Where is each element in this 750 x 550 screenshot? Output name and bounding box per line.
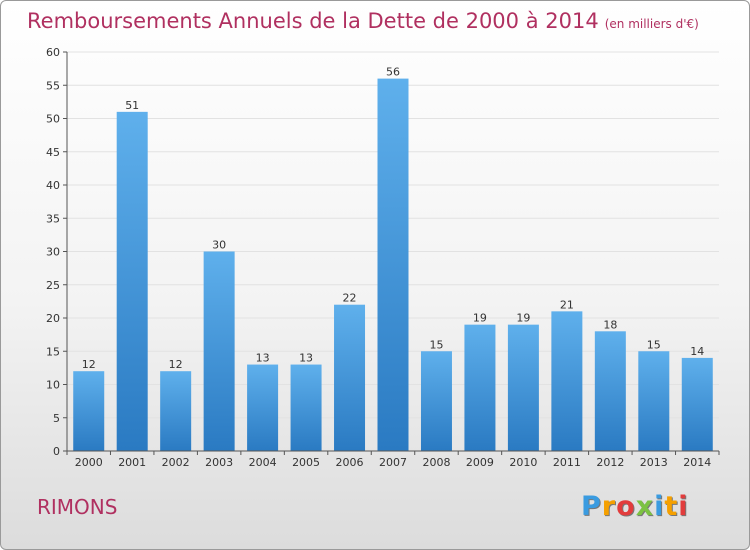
logo-letter: i xyxy=(654,491,665,522)
logo-letter: x xyxy=(635,491,655,522)
bar-value-label: 14 xyxy=(690,345,704,358)
bar-value-label: 13 xyxy=(256,352,270,365)
logo-letter: t xyxy=(664,491,679,522)
logo-letter: P xyxy=(581,491,602,522)
y-tick-label: 10 xyxy=(46,379,60,392)
x-tick-label: 2005 xyxy=(292,456,320,469)
bar xyxy=(420,351,452,451)
bar-value-label: 13 xyxy=(299,352,313,365)
chart-unit: (en milliers d'€) xyxy=(604,17,699,31)
x-axis: 2000 2001 2002 2003 2004 2005 2006 2007 2008 2009… xyxy=(66,450,720,469)
y-tick-label: 45 xyxy=(46,146,60,159)
x-tick-label: 2001 xyxy=(118,456,146,469)
x-tick-label: 2014 xyxy=(683,456,711,469)
bar-value-label: 30 xyxy=(212,239,226,252)
y-tick-label: 5 xyxy=(53,412,60,425)
bar xyxy=(507,324,539,451)
location-label: RIMONS xyxy=(37,495,118,519)
bar-value-label: 51 xyxy=(125,99,139,112)
y-tick-label: 0 xyxy=(53,445,60,458)
y-tick-label: 15 xyxy=(46,345,60,358)
bar-value-label: 19 xyxy=(473,312,487,325)
x-tick-label: 2009 xyxy=(466,456,494,469)
bar-value-label: 22 xyxy=(343,292,357,305)
bar xyxy=(116,111,148,451)
y-tick-label: 20 xyxy=(46,312,60,325)
logo-letter: i xyxy=(678,491,689,522)
y-tick-label: 25 xyxy=(46,279,60,292)
bar-value-label: 12 xyxy=(82,358,96,371)
bar xyxy=(681,357,713,451)
bar-value-label: 21 xyxy=(560,298,574,311)
bar-value-label: 56 xyxy=(386,66,400,79)
y-tick-label: 30 xyxy=(46,246,60,259)
x-tick-label: 2011 xyxy=(553,456,581,469)
bar-value-labels: 12 51 12 30 13 13 22 56 15 19 19 21 18 15 14 xyxy=(82,66,705,372)
x-tick-label: 2002 xyxy=(162,456,190,469)
bar-value-label: 15 xyxy=(647,338,661,351)
x-tick-label: 2004 xyxy=(249,456,277,469)
y-tick-label: 55 xyxy=(46,79,60,92)
bar xyxy=(334,304,366,451)
bar xyxy=(638,351,670,451)
logo-letter: o xyxy=(616,491,636,522)
bar xyxy=(464,324,496,451)
bar xyxy=(594,331,626,451)
bar xyxy=(203,251,235,451)
y-tick-label: 60 xyxy=(46,46,60,59)
x-tick-label: 2008 xyxy=(422,456,450,469)
bar-value-label: 18 xyxy=(603,318,617,331)
y-tick-label: 35 xyxy=(46,212,60,225)
x-tick-label: 2013 xyxy=(640,456,668,469)
bars xyxy=(73,78,713,451)
bar xyxy=(73,371,105,451)
y-tick-label: 40 xyxy=(46,179,60,192)
y-axis: 0 5 10 15 20 25 30 35 40 45 50 55 60 xyxy=(46,46,68,458)
chart-title-text: Remboursements Annuels de la Dette de 20… xyxy=(27,9,599,33)
x-tick-label: 2000 xyxy=(75,456,103,469)
chart-title: Remboursements Annuels de la Dette de 20… xyxy=(27,9,699,33)
proxiti-logo: Proxiti xyxy=(581,491,689,522)
bar-value-label: 15 xyxy=(429,338,443,351)
x-tick-label: 2012 xyxy=(596,456,624,469)
bar xyxy=(247,364,279,451)
x-tick-label: 2003 xyxy=(205,456,233,469)
bar xyxy=(290,364,322,451)
x-tick-label: 2010 xyxy=(509,456,537,469)
bar-value-label: 12 xyxy=(169,358,183,371)
x-tick-label: 2006 xyxy=(336,456,364,469)
bar xyxy=(551,311,583,451)
bar xyxy=(377,78,409,451)
bar-value-label: 19 xyxy=(516,312,530,325)
bar xyxy=(160,371,192,451)
y-tick-label: 50 xyxy=(46,113,60,126)
x-tick-label: 2007 xyxy=(379,456,407,469)
logo-letter: r xyxy=(601,491,617,522)
